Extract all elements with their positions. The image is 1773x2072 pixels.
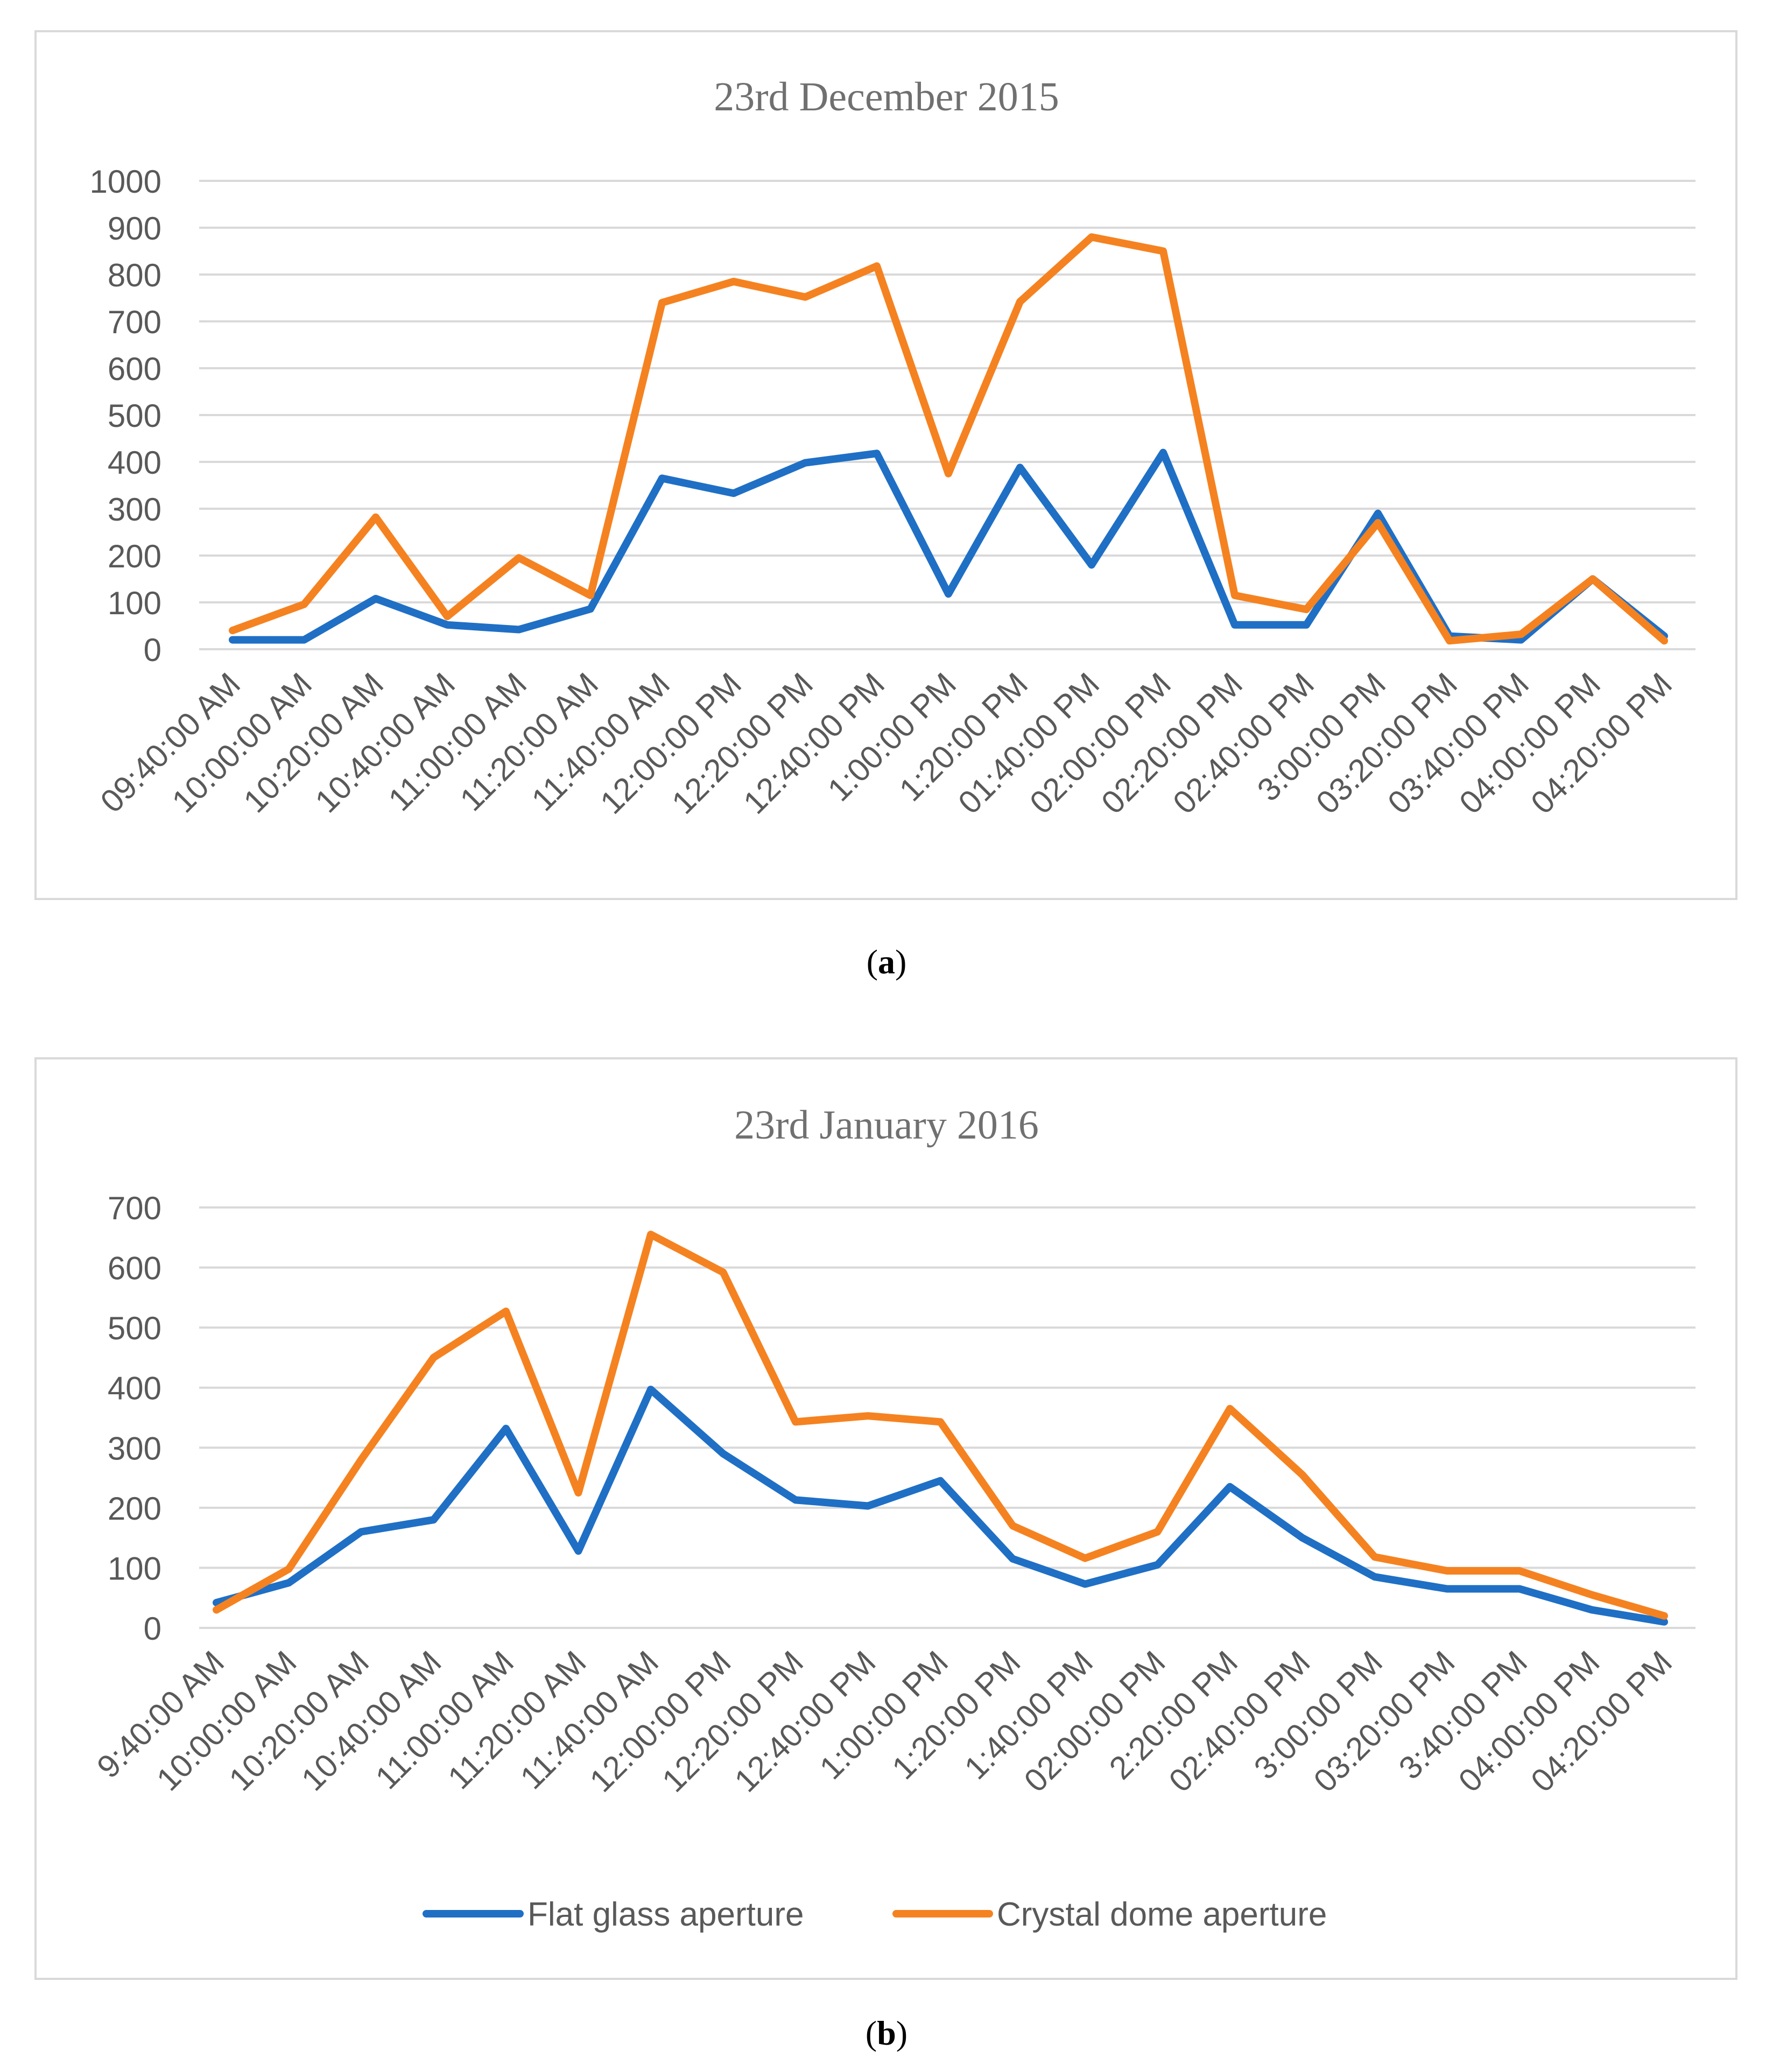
caption-b: (b) bbox=[865, 2014, 908, 2052]
series-line-crystal-dome bbox=[213, 1231, 1668, 1620]
caption-a: (a) bbox=[866, 943, 907, 981]
y-tick-label: 700 bbox=[108, 1190, 161, 1226]
y-tick-label: 900 bbox=[108, 210, 161, 247]
y-tick-label: 400 bbox=[108, 445, 161, 481]
y-tick-label: 100 bbox=[108, 585, 161, 621]
y-tick-label: 0 bbox=[144, 632, 161, 668]
y-tick-label: 600 bbox=[108, 351, 161, 387]
legend-label-flat-glass: Flat glass aperture bbox=[527, 1896, 804, 1933]
y-tick-label: 300 bbox=[108, 491, 161, 528]
series-line-flat-glass bbox=[213, 1386, 1668, 1626]
y-tick-label: 500 bbox=[108, 1310, 161, 1346]
y-tick-label: 600 bbox=[108, 1251, 161, 1287]
y-tick-label: 500 bbox=[108, 398, 161, 434]
chart-title-1: 23rd December 2015 bbox=[714, 74, 1059, 120]
y-tick-label: 400 bbox=[108, 1371, 161, 1407]
y-tick-label: 1000 bbox=[90, 164, 161, 200]
y-tick-label: 800 bbox=[108, 257, 161, 293]
y-tick-label: 300 bbox=[108, 1430, 161, 1466]
y-tick-label: 0 bbox=[144, 1611, 161, 1647]
legend-label-crystal-dome: Crystal dome aperture bbox=[997, 1896, 1327, 1933]
chart-title-2: 23rd January 2016 bbox=[734, 1102, 1039, 1148]
y-tick-label: 700 bbox=[108, 304, 161, 340]
y-tick-label: 200 bbox=[108, 1491, 161, 1527]
y-tick-label: 100 bbox=[108, 1550, 161, 1586]
series-line-crystal-dome bbox=[229, 233, 1668, 645]
y-tick-label: 200 bbox=[108, 538, 161, 574]
